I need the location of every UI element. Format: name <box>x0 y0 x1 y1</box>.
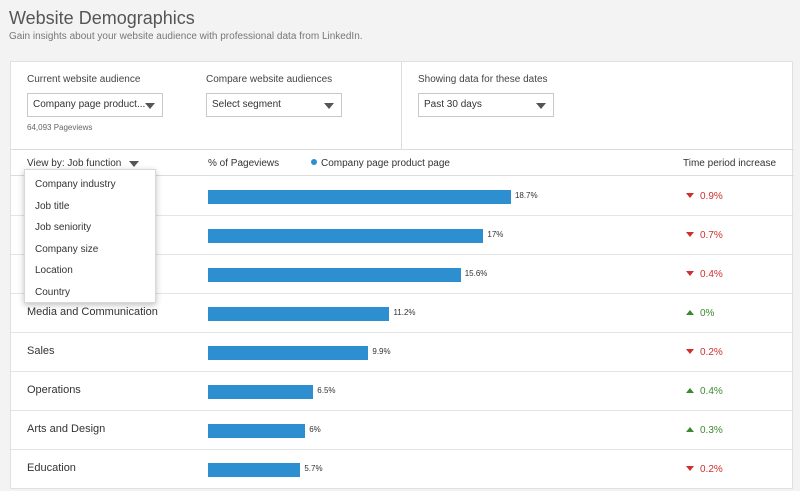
pageviews-bar <box>208 424 306 438</box>
menu-item-company-size[interactable]: Company size <box>35 243 99 255</box>
view-by-dropdown[interactable]: View by: Job function <box>27 158 139 169</box>
compare-segment-value: Select segment <box>212 99 281 110</box>
compare-segment-select[interactable]: Select segment <box>206 93 342 117</box>
bar-value-label: 15.6% <box>464 269 488 278</box>
menu-item-company-industry[interactable]: Company industry <box>35 179 116 190</box>
pageviews-column-header: % of Pageviews <box>208 158 280 169</box>
time-period-change: 0.4% <box>686 269 723 280</box>
caret-down-icon <box>129 161 139 167</box>
change-value: 0.2% <box>700 464 723 475</box>
time-period-change: 0.2% <box>686 464 723 475</box>
legend-label: Company page product page <box>321 158 450 169</box>
demographics-card: Current website audience Company page pr… <box>10 61 794 489</box>
pageviews-bar <box>208 268 461 282</box>
row-label: Media and Communication <box>27 306 158 318</box>
filters-divider <box>401 62 402 150</box>
change-value: 0.2% <box>700 347 723 358</box>
row-label: Arts and Design <box>27 423 106 435</box>
change-value: 0.3% <box>700 425 723 436</box>
current-audience-select[interactable]: Company page product... <box>27 93 163 117</box>
caret-down-icon <box>536 103 546 109</box>
triangle-down-icon <box>686 349 694 354</box>
filters-bar: Current website audience Company page pr… <box>11 62 794 150</box>
view-by-menu: Company industry Job title Job seniority… <box>24 169 156 303</box>
current-audience-value: Company page product... <box>33 99 146 110</box>
time-period-change: 0.7% <box>686 230 723 241</box>
triangle-down-icon <box>686 232 694 237</box>
triangle-up-icon <box>686 427 694 432</box>
time-period-change: 0.9% <box>686 191 723 202</box>
current-audience-group: Current website audience Company page pr… <box>27 74 163 132</box>
pageviews-bar <box>208 190 511 204</box>
time-period-change: 0.3% <box>686 425 723 436</box>
time-period-change: 0% <box>686 308 714 319</box>
dates-label: Showing data for these dates <box>418 74 548 85</box>
triangle-up-icon <box>686 310 694 315</box>
pageviews-bar <box>208 346 369 360</box>
row-label: Sales <box>27 345 55 357</box>
pageviews-bar <box>208 463 301 477</box>
menu-item-location[interactable]: Location <box>35 265 73 277</box>
pageviews-bar <box>208 229 484 243</box>
page-subtitle: Gain insights about your website audienc… <box>9 31 363 42</box>
menu-item-country[interactable]: Country <box>35 286 71 298</box>
bar-value-label: 6.5% <box>317 386 336 395</box>
change-value: 0.4% <box>700 386 723 397</box>
menu-item-job-seniority[interactable]: Job seniority <box>35 222 92 234</box>
triangle-down-icon <box>686 271 694 276</box>
triangle-up-icon <box>686 388 694 393</box>
change-value: 0.7% <box>700 230 723 241</box>
table-row: Media and Communication 11.2% 0% <box>11 294 794 333</box>
change-value: 0.9% <box>700 191 723 202</box>
increase-column-header: Time period increase <box>683 158 777 169</box>
pageviews-count: 64,093 Pageviews <box>27 123 93 132</box>
menu-item-job-title[interactable]: Job title <box>35 200 70 212</box>
pageviews-bar <box>208 307 390 321</box>
table-row: 18.7% 0.9% <box>11 177 794 216</box>
page-title: Website Demographics <box>9 8 195 28</box>
row-label: Operations <box>27 384 81 396</box>
time-period-change: 0.4% <box>686 386 723 397</box>
bar-value-label: 17% <box>487 230 504 239</box>
bar-value-label: 18.7% <box>514 191 538 200</box>
change-value: 0% <box>700 308 715 319</box>
date-range-value: Past 30 days <box>424 99 482 110</box>
triangle-down-icon <box>686 466 694 471</box>
caret-down-icon <box>145 103 155 109</box>
caret-down-icon <box>324 103 334 109</box>
time-period-change: 0.2% <box>686 347 723 358</box>
date-range-select[interactable]: Past 30 days <box>418 93 554 117</box>
row-label: Education <box>27 462 76 474</box>
current-audience-label: Current website audience <box>27 74 141 85</box>
compare-audiences-label: Compare website audiences <box>206 74 333 85</box>
table-row: Operations 6.5% 0.4% <box>11 372 794 411</box>
table-header: View by: Job function % of Pageviews Com… <box>11 150 794 176</box>
dates-group: Showing data for these dates Past 30 day… <box>418 74 554 117</box>
bar-value-label: 5.7% <box>304 464 323 473</box>
table-row: Education 5.7% 0.2% <box>11 450 794 489</box>
compare-audiences-group: Compare website audiences Select segment <box>206 74 342 117</box>
bar-value-label: 9.9% <box>372 347 391 356</box>
bar-value-label: 6% <box>309 425 321 434</box>
chart-legend: Company page product page <box>311 158 450 169</box>
pageviews-bar <box>208 385 314 399</box>
legend-dot-icon <box>311 159 317 165</box>
view-by-label: View by: Job function <box>27 158 122 169</box>
table-row: Arts and Design 6% 0.3% <box>11 411 794 450</box>
table-row: 17% 0.7% <box>11 216 794 255</box>
bar-value-label: 11.2% <box>393 308 416 317</box>
triangle-down-icon <box>686 193 694 198</box>
change-value: 0.4% <box>700 269 723 280</box>
table-row: 15.6% 0.4% <box>11 255 794 294</box>
table-row: Sales 9.9% 0.2% <box>11 333 794 372</box>
